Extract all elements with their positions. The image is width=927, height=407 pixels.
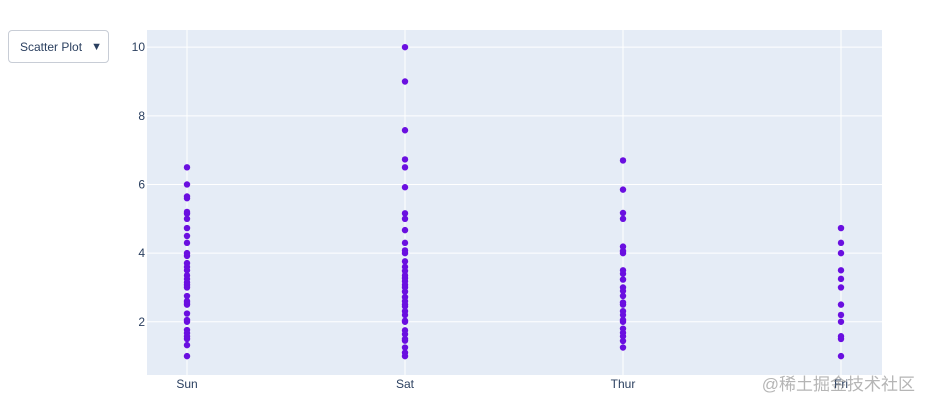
y-tick-label: 4 xyxy=(138,246,145,260)
scatter-point xyxy=(183,292,191,300)
scatter-point xyxy=(837,333,845,340)
scatter-point xyxy=(837,318,845,325)
scatter-point xyxy=(619,344,627,351)
x-tick-label: Thur xyxy=(611,377,636,391)
scatter-point xyxy=(837,224,845,232)
scatter-point xyxy=(837,249,845,257)
y-tick-label: 6 xyxy=(138,177,145,191)
scatter-point xyxy=(619,243,627,250)
scatter-point xyxy=(619,307,627,315)
scatter-point xyxy=(619,157,627,164)
scatter-point xyxy=(183,310,191,317)
scatter-point xyxy=(837,267,845,274)
dropdown-selected-label: Scatter Plot xyxy=(20,39,83,54)
scatter-point xyxy=(401,258,409,265)
scatter-point xyxy=(183,326,191,334)
scatter-point xyxy=(619,209,627,217)
scatter-point xyxy=(183,215,191,223)
scatter-point xyxy=(183,272,191,279)
scatter-point xyxy=(401,127,409,134)
scatter-point xyxy=(619,316,627,324)
x-tick-labels: Sun Sat Thur Fri xyxy=(176,377,848,391)
scatter-point xyxy=(619,325,627,332)
triangle-down-icon: ▼ xyxy=(91,40,102,53)
scatter-point xyxy=(837,275,845,283)
scatter-point xyxy=(619,276,627,283)
x-tick-label: Fri xyxy=(834,377,848,391)
scatter-point xyxy=(183,232,191,240)
scatter-point xyxy=(401,272,409,279)
scatter-point xyxy=(183,193,191,200)
scatter-point xyxy=(401,335,409,343)
scatter-point xyxy=(837,311,845,319)
y-tick-labels: 2 4 6 8 10 xyxy=(132,40,146,329)
scatter-point xyxy=(619,284,627,291)
scatter-point xyxy=(183,259,191,267)
scatter-point xyxy=(619,299,627,306)
scatter-point xyxy=(401,164,409,171)
scatter-point xyxy=(619,337,627,345)
scatter-point xyxy=(619,215,627,223)
scatter-point xyxy=(401,215,409,223)
plot-area xyxy=(147,30,882,375)
scatter-point xyxy=(401,184,409,191)
scatter-point xyxy=(401,247,409,254)
scatter-point xyxy=(837,284,845,291)
scatter-point xyxy=(401,156,409,163)
scatter-point xyxy=(619,292,627,300)
scatter-point xyxy=(837,239,845,247)
scatter-point xyxy=(401,263,409,271)
scatter-point xyxy=(183,297,191,305)
scatter-point xyxy=(183,224,191,232)
scatter-point xyxy=(183,181,191,188)
scatter-point xyxy=(401,349,409,356)
scatter-point xyxy=(401,344,409,351)
scatter-point xyxy=(183,352,191,360)
watermark-text: @稀土掘金技术社区 xyxy=(761,375,915,394)
scatter-point xyxy=(401,226,409,234)
scatter-point xyxy=(619,267,627,274)
scatter-point xyxy=(183,208,191,216)
scatter-point xyxy=(401,78,409,85)
chart-type-dropdown[interactable]: Scatter Plot ▼ xyxy=(8,30,109,63)
scatter-point xyxy=(401,307,409,315)
scatter-point xyxy=(401,239,409,247)
scatter-point xyxy=(401,210,409,217)
scatter-point xyxy=(619,247,627,255)
scatter-point xyxy=(401,293,409,301)
scatter-point xyxy=(401,327,409,334)
scatter-point xyxy=(183,164,191,171)
scatter-point xyxy=(401,317,409,324)
scatter-point xyxy=(183,316,191,324)
y-gridlines xyxy=(147,46,882,323)
y-tick-label: 10 xyxy=(132,40,146,54)
x-tick-label: Sat xyxy=(396,377,415,391)
scatter-point xyxy=(183,239,191,247)
scatter-point xyxy=(183,341,191,349)
scatter-point xyxy=(837,352,845,360)
data-points xyxy=(183,43,845,360)
y-tick-label: 8 xyxy=(138,109,145,123)
scatter-point xyxy=(837,301,845,308)
scatter-point xyxy=(183,249,191,257)
x-tick-label: Sun xyxy=(176,377,197,391)
scatter-point xyxy=(619,186,627,193)
y-tick-label: 2 xyxy=(138,315,145,329)
scatter-point xyxy=(401,43,409,51)
